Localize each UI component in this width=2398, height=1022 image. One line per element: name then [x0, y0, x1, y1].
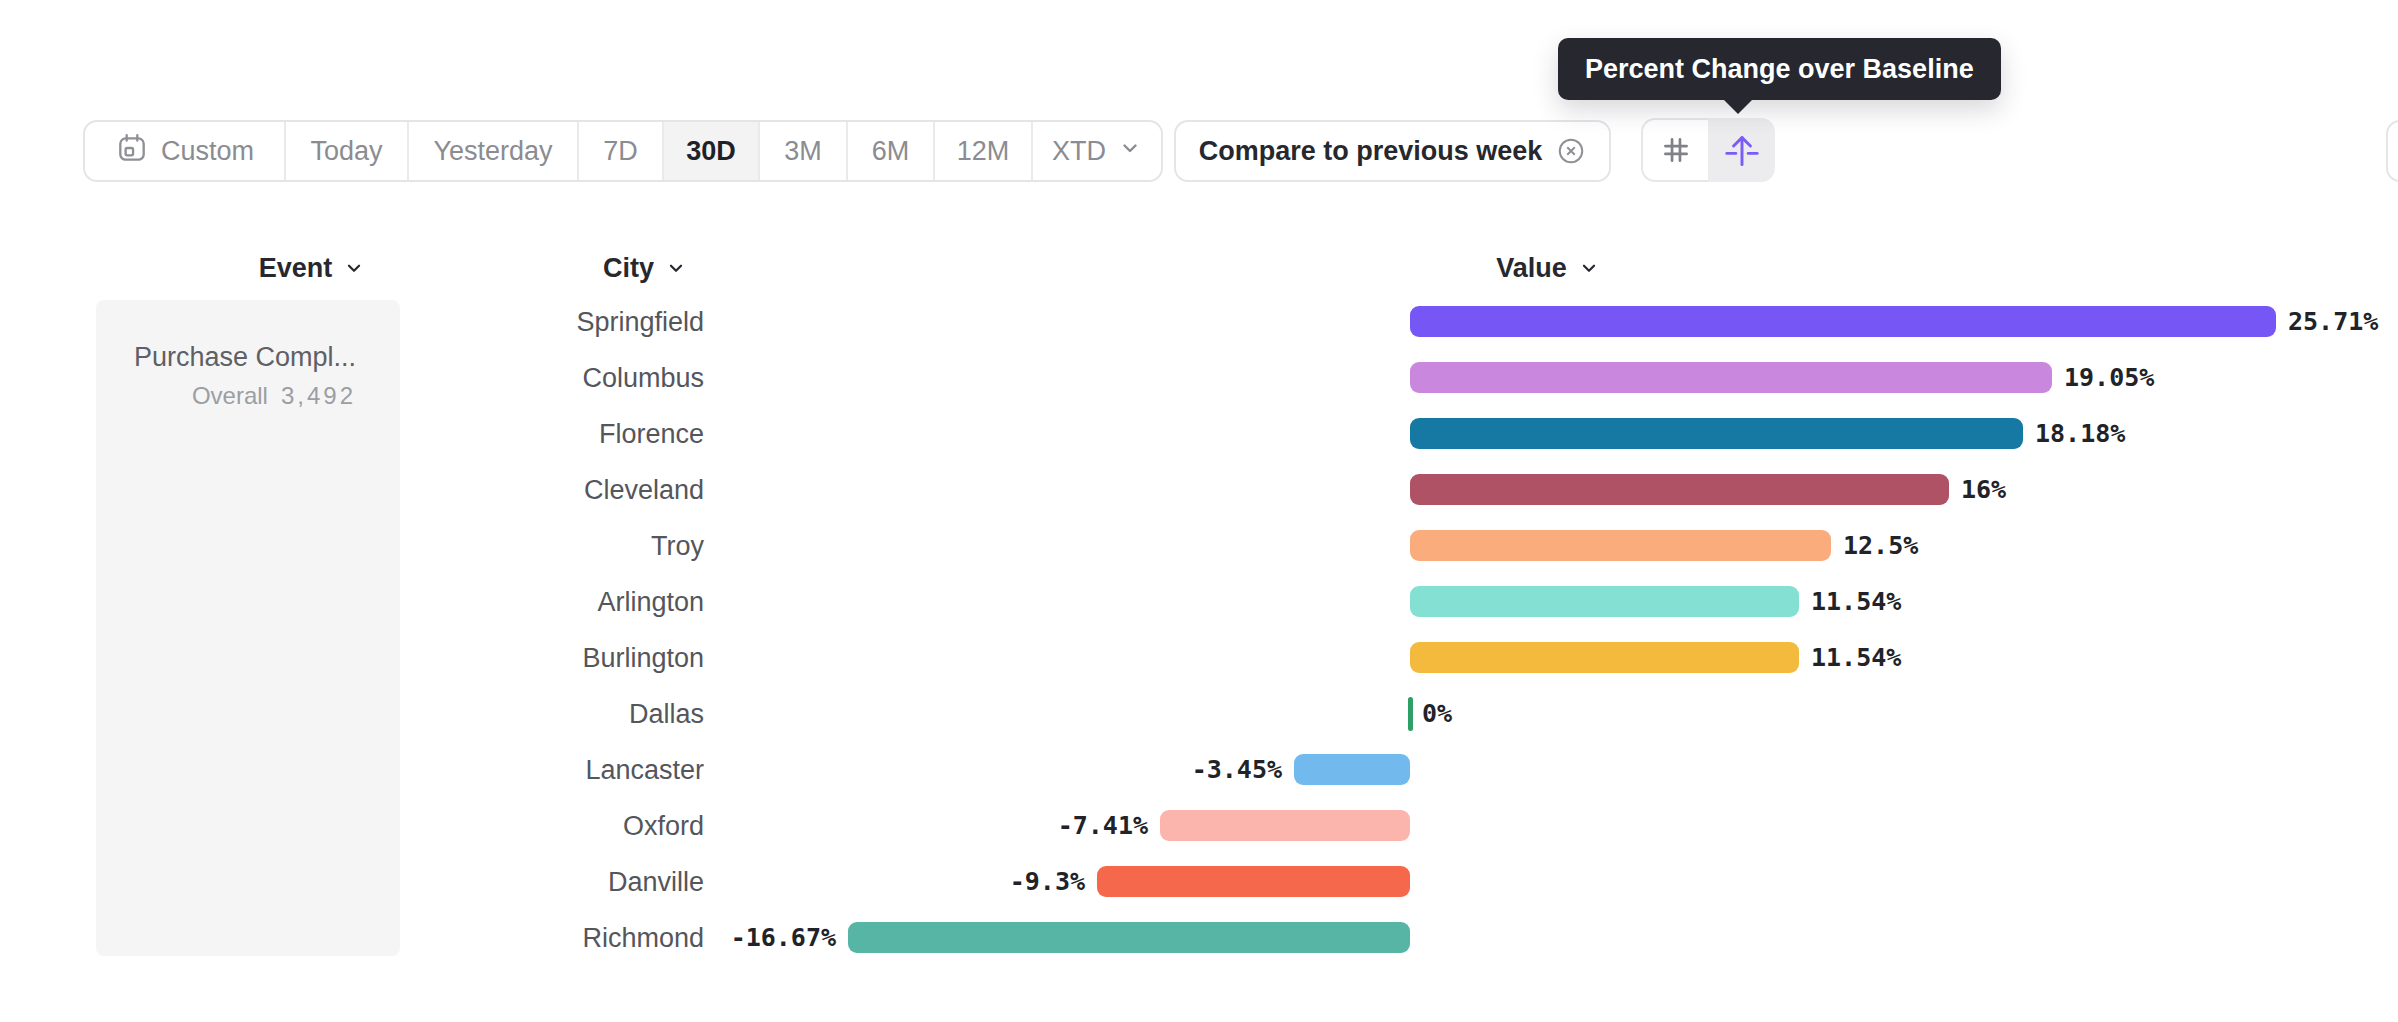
bar-troy[interactable]: [1410, 530, 1831, 561]
city-label-richmond: Richmond: [420, 910, 704, 966]
value-label-columbus: 19.05%: [2064, 350, 2154, 406]
bar-burlington[interactable]: [1410, 642, 1799, 673]
bar-florence[interactable]: [1410, 418, 2023, 449]
tooltip-text: Percent Change over Baseline: [1585, 54, 1974, 85]
value-label-florence: 18.18%: [2035, 406, 2125, 462]
value-label-troy: 12.5%: [1843, 518, 1918, 574]
bar-lancaster[interactable]: [1294, 754, 1410, 785]
city-label-arlington: Arlington: [420, 574, 704, 630]
bar-chart: Springfield 25.71% Columbus 19.05% Florence 1…: [0, 0, 2398, 1022]
value-label-dallas: 0%: [1422, 686, 1452, 742]
value-label-burlington: 11.54%: [1811, 630, 1901, 686]
value-label-springfield: 25.71%: [2288, 294, 2378, 350]
city-label-cleveland: Cleveland: [420, 462, 704, 518]
bar-arlington[interactable]: [1410, 586, 1799, 617]
bar-columbus[interactable]: [1410, 362, 2052, 393]
bar-danville[interactable]: [1097, 866, 1410, 897]
value-label-danville: -9.3%: [1010, 854, 1085, 910]
bar-dallas[interactable]: [1408, 697, 1413, 731]
bar-springfield[interactable]: [1410, 306, 2276, 337]
city-label-burlington: Burlington: [420, 630, 704, 686]
city-label-oxford: Oxford: [420, 798, 704, 854]
city-label-columbus: Columbus: [420, 350, 704, 406]
bar-richmond[interactable]: [848, 922, 1410, 953]
analytics-screen: Percent Change over Baseline CustomToday…: [0, 0, 2398, 1022]
value-label-arlington: 11.54%: [1811, 574, 1901, 630]
value-label-oxford: -7.41%: [1058, 798, 1148, 854]
tooltip-percent-change-baseline: Percent Change over Baseline: [1558, 38, 2001, 100]
city-label-dallas: Dallas: [420, 686, 704, 742]
city-label-troy: Troy: [420, 518, 704, 574]
city-label-florence: Florence: [420, 406, 704, 462]
city-label-springfield: Springfield: [420, 294, 704, 350]
tooltip-caret: [1722, 98, 1754, 114]
value-label-lancaster: -3.45%: [1192, 742, 1282, 798]
city-label-lancaster: Lancaster: [420, 742, 704, 798]
value-label-cleveland: 16%: [1961, 462, 2006, 518]
bar-cleveland[interactable]: [1410, 474, 1949, 505]
city-label-danville: Danville: [420, 854, 704, 910]
value-label-richmond: -16.67%: [731, 910, 836, 966]
bar-oxford[interactable]: [1160, 810, 1410, 841]
